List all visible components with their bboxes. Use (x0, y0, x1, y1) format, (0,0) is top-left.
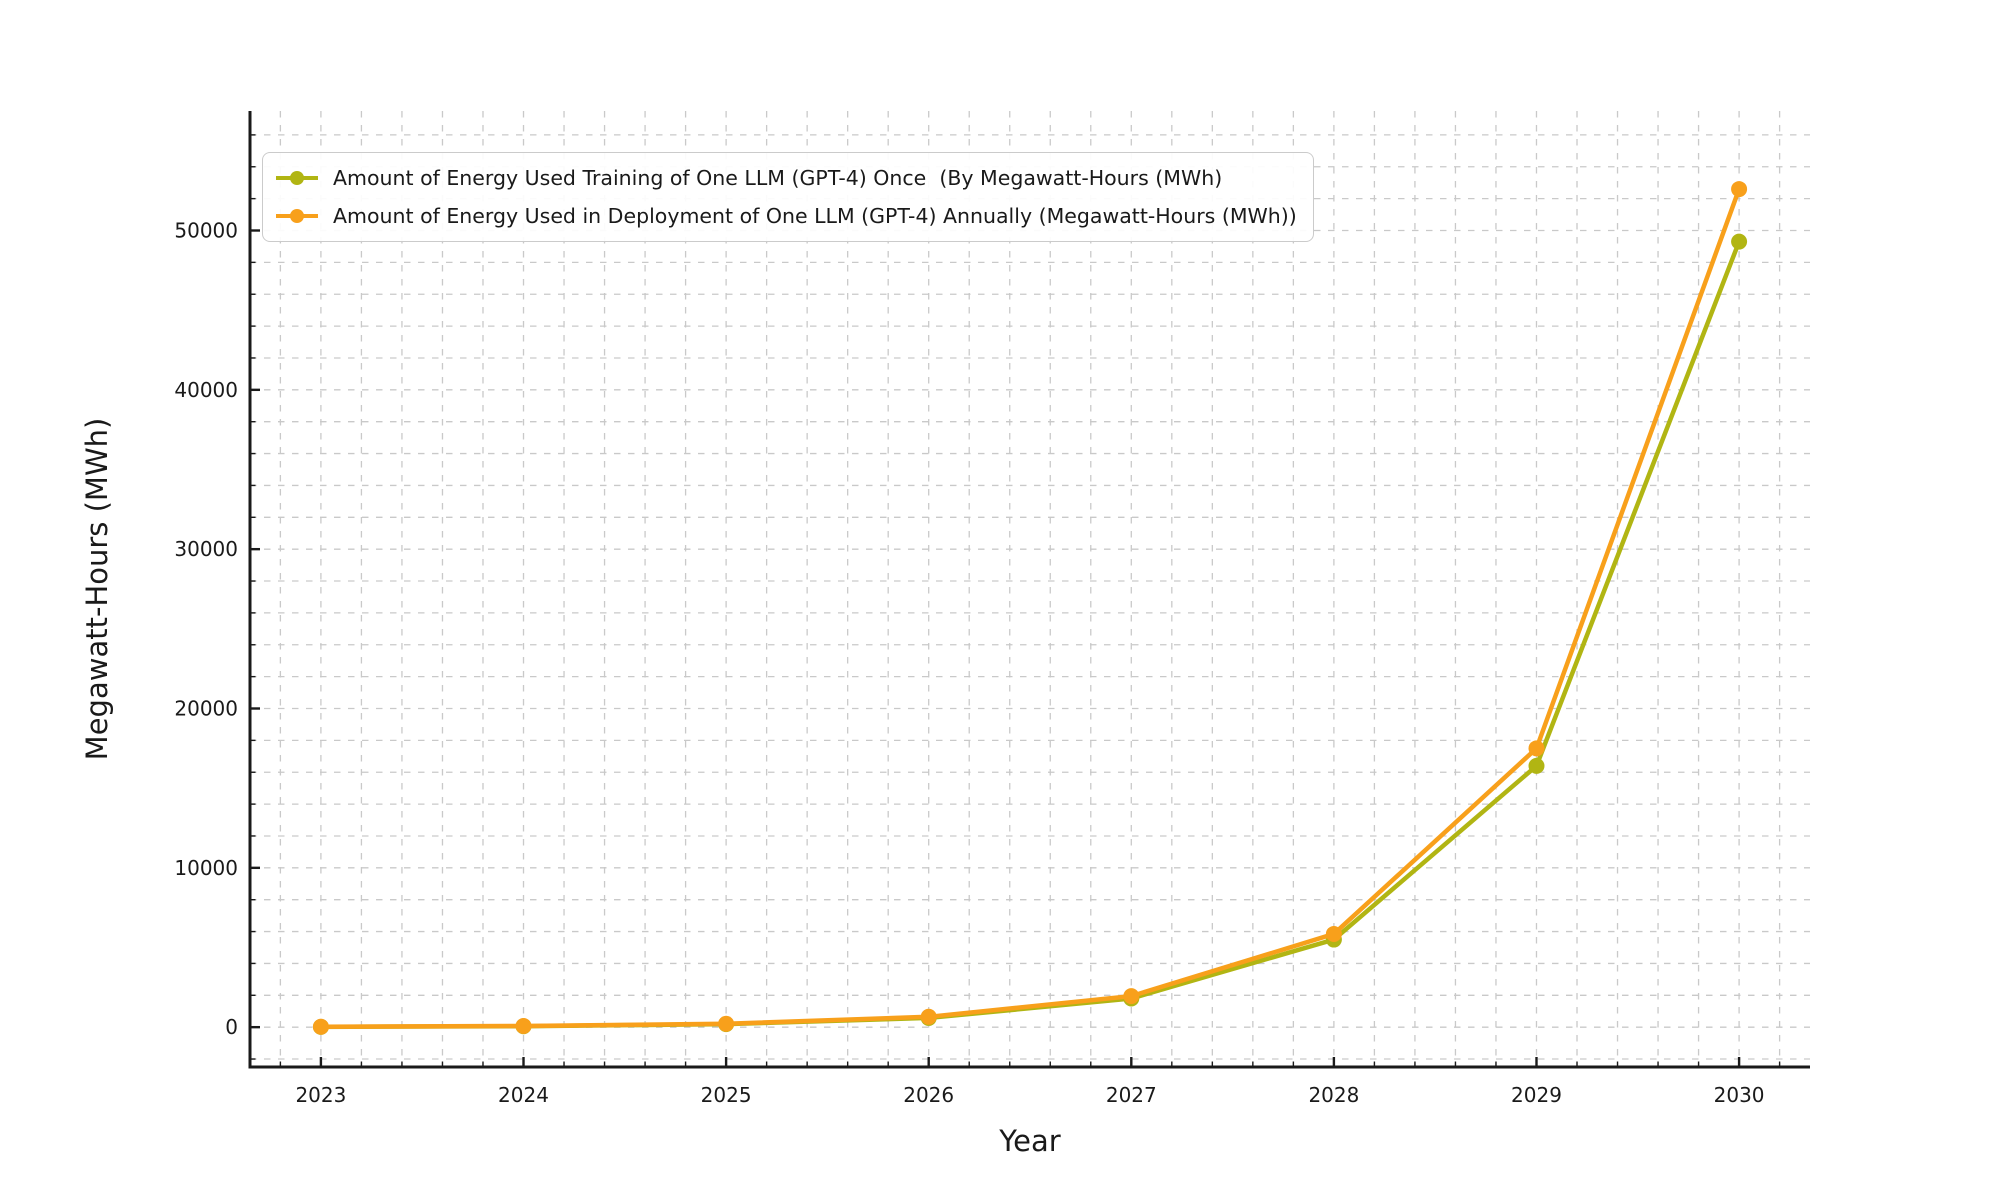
data-point-deployment-2029 (1528, 740, 1545, 757)
x-tick-label: 2029 (1511, 1083, 1562, 1107)
grid (250, 111, 1810, 1067)
axes: 2023 2024 2025 2026 2027 2028 2029 2030 0 10000 20… (174, 111, 1810, 1107)
x-tick-label: 2030 (1714, 1083, 1765, 1107)
legend-label-training: Amount of Energy Used Training of One LL… (333, 165, 1223, 190)
x-axis-label: Year (999, 1124, 1061, 1158)
legend-marker-training-icon (275, 168, 319, 188)
x-tick-label: 2026 (903, 1083, 954, 1107)
data-point-deployment-2030 (1731, 181, 1748, 198)
data-point-deployment-2023 (312, 1018, 329, 1035)
y-tick-label: 0 (225, 1015, 238, 1039)
series-line-training (318, 239, 1742, 1030)
series-line-deployment (318, 186, 1742, 1030)
x-tick-label: 2025 (701, 1083, 752, 1107)
x-tick-label: 2024 (498, 1083, 549, 1107)
series-training (312, 233, 1748, 1035)
data-point-training-2029 (1528, 757, 1545, 774)
y-tick-label: 40000 (174, 378, 238, 402)
legend-item-deployment: Amount of Energy Used in Deployment of O… (275, 200, 1297, 232)
legend-label-deployment: Amount of Energy Used in Deployment of O… (333, 203, 1297, 228)
legend-item-training: Amount of Energy Used Training of One LL… (275, 162, 1297, 194)
y-axis-label: Megawatt-Hours (MWh) (80, 417, 114, 761)
data-point-training-2030 (1731, 233, 1748, 250)
y-tick-label: 20000 (174, 697, 238, 721)
y-tick-label: 10000 (174, 856, 238, 880)
data-point-deployment-2027 (1123, 988, 1140, 1005)
x-tick-label: 2028 (1308, 1083, 1359, 1107)
y-tick-label: 30000 (174, 537, 238, 561)
y-tick-label: 50000 (174, 219, 238, 243)
legend-marker-deployment-icon (275, 206, 319, 226)
x-tick-label: 2027 (1106, 1083, 1157, 1107)
series-deployment (312, 181, 1748, 1035)
legend: Amount of Energy Used Training of One LL… (262, 152, 1314, 242)
x-tick-label: 2023 (295, 1083, 346, 1107)
data-point-deployment-2026 (920, 1008, 937, 1025)
data-point-deployment-2028 (1325, 925, 1342, 942)
data-point-deployment-2025 (718, 1015, 735, 1032)
data-point-deployment-2024 (515, 1017, 532, 1034)
